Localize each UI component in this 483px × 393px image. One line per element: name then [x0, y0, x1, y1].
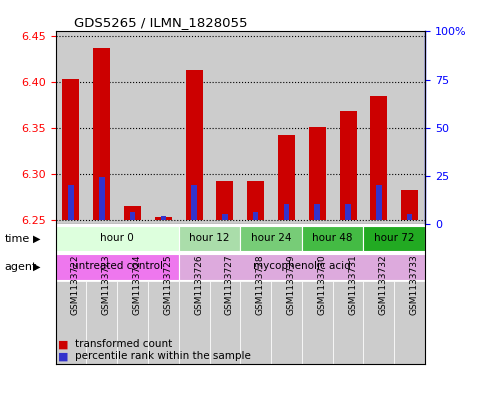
Bar [302, 226, 364, 251]
Bar [216, 181, 233, 220]
Bar [210, 281, 240, 364]
Bar [240, 226, 302, 251]
Bar [86, 31, 117, 224]
Bar [56, 226, 179, 251]
Text: time: time [5, 233, 30, 244]
Bar [401, 190, 418, 220]
Bar [284, 204, 289, 220]
Text: hour 12: hour 12 [189, 233, 230, 243]
Text: GSM1133725: GSM1133725 [163, 255, 172, 316]
Bar [155, 217, 172, 220]
Bar [364, 281, 394, 364]
Text: ■: ■ [58, 340, 69, 349]
Text: GSM1133733: GSM1133733 [410, 255, 419, 316]
Bar [271, 281, 302, 364]
Bar [179, 31, 210, 224]
Bar [62, 79, 79, 220]
Bar [185, 70, 202, 220]
Text: GSM1133728: GSM1133728 [256, 255, 265, 316]
Text: ■: ■ [58, 351, 69, 361]
Bar [99, 177, 104, 220]
Bar [148, 31, 179, 224]
Bar [247, 181, 264, 220]
Bar [68, 185, 74, 220]
Bar [314, 204, 320, 220]
Bar [148, 281, 179, 364]
Bar [179, 226, 240, 251]
Bar [117, 31, 148, 224]
Text: ▶: ▶ [32, 262, 40, 272]
Text: GSM1133732: GSM1133732 [379, 255, 388, 316]
Text: GSM1133727: GSM1133727 [225, 255, 234, 316]
Text: GSM1133730: GSM1133730 [317, 255, 327, 316]
Bar [117, 281, 148, 364]
Bar [340, 111, 356, 220]
Bar [86, 281, 117, 364]
Bar [333, 31, 364, 224]
Bar [93, 48, 110, 220]
Bar [179, 281, 210, 364]
Bar [124, 206, 141, 220]
Bar [240, 281, 271, 364]
Text: GSM1133729: GSM1133729 [286, 255, 296, 316]
Text: hour 24: hour 24 [251, 233, 291, 243]
Bar [56, 254, 179, 279]
Bar [370, 96, 387, 220]
Bar [253, 212, 258, 220]
Text: GSM1133731: GSM1133731 [348, 255, 357, 316]
Text: hour 0: hour 0 [100, 233, 134, 243]
Bar [222, 214, 227, 220]
Bar [56, 31, 86, 224]
Bar [278, 135, 295, 220]
Text: transformed count: transformed count [75, 340, 172, 349]
Bar [364, 226, 425, 251]
Bar [302, 281, 333, 364]
Text: GSM1133722: GSM1133722 [71, 255, 80, 315]
Text: GSM1133726: GSM1133726 [194, 255, 203, 316]
Bar [210, 31, 240, 224]
Text: ▶: ▶ [32, 233, 40, 244]
Bar [302, 31, 333, 224]
Bar [394, 281, 425, 364]
Bar [271, 31, 302, 224]
Text: hour 48: hour 48 [313, 233, 353, 243]
Bar [240, 31, 271, 224]
Text: percentile rank within the sample: percentile rank within the sample [75, 351, 251, 361]
Bar [160, 216, 166, 220]
Text: agent: agent [5, 262, 37, 272]
Text: mycophenolic acid: mycophenolic acid [253, 261, 351, 271]
Bar [407, 214, 412, 220]
Bar [130, 212, 135, 220]
Bar [376, 185, 382, 220]
Text: hour 72: hour 72 [374, 233, 414, 243]
Text: GSM1133724: GSM1133724 [132, 255, 142, 315]
Bar [56, 281, 86, 364]
Bar [333, 281, 364, 364]
Bar [179, 254, 425, 279]
Bar [191, 185, 197, 220]
Text: GSM1133723: GSM1133723 [102, 255, 111, 316]
Bar [364, 31, 394, 224]
Text: untreated control: untreated control [71, 261, 163, 271]
Bar [345, 204, 351, 220]
Text: GDS5265 / ILMN_1828055: GDS5265 / ILMN_1828055 [74, 16, 247, 29]
Bar [394, 31, 425, 224]
Bar [309, 127, 326, 220]
